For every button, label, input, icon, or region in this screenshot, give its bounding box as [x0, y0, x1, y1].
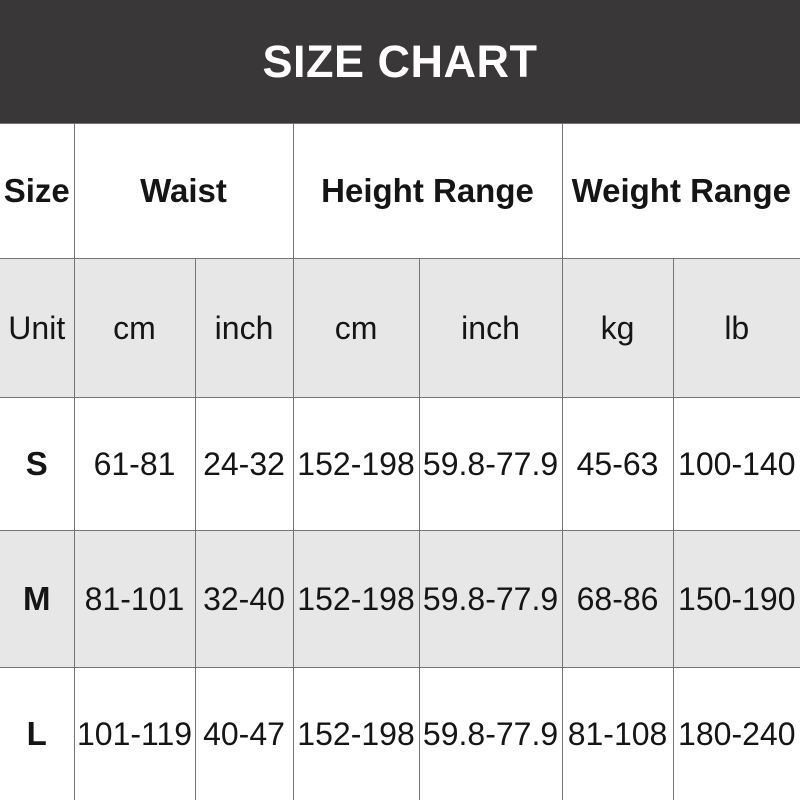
banner-title: SIZE CHART — [262, 35, 538, 87]
header-size: Size — [0, 123, 75, 259]
unit-row: Unit cm inch cm inch kg lb — [0, 258, 800, 398]
cell-m-weight-lb: 150-190 — [672, 530, 800, 668]
cell-l-weight-lb: 180-240 — [672, 667, 800, 800]
cell-l-weight-kg: 81-108 — [561, 667, 674, 800]
cell-l-waist-inch: 40-47 — [194, 667, 294, 800]
cell-s-waist-inch: 24-32 — [194, 397, 294, 531]
cell-s-height-inch: 59.8-77.9 — [418, 397, 563, 531]
cell-m-weight-kg: 68-86 — [561, 530, 674, 668]
header-height-range: Height Range — [292, 123, 563, 259]
unit-weight-kg: kg — [561, 258, 674, 398]
cell-m-waist-inch: 32-40 — [194, 530, 294, 668]
unit-label: Unit — [0, 258, 75, 398]
cell-l-height-inch: 59.8-77.9 — [418, 667, 563, 800]
cell-s-height-cm: 152-198 — [292, 397, 420, 531]
unit-height-cm: cm — [292, 258, 420, 398]
cell-m-waist-cm: 81-101 — [73, 530, 196, 668]
cell-s-waist-cm: 61-81 — [73, 397, 196, 531]
cell-s-weight-kg: 45-63 — [561, 397, 674, 531]
row-s: S 61-81 24-32 152-198 59.8-77.9 45-63 10… — [0, 397, 800, 531]
cell-l-size: L — [0, 667, 75, 800]
cell-l-height-cm: 152-198 — [292, 667, 420, 800]
row-m: M 81-101 32-40 152-198 59.8-77.9 68-86 1… — [0, 530, 800, 668]
cell-s-weight-lb: 100-140 — [672, 397, 800, 531]
row-l: L 101-119 40-47 152-198 59.8-77.9 81-108… — [0, 667, 800, 800]
unit-waist-inch: inch — [194, 258, 294, 398]
cell-l-waist-cm: 101-119 — [73, 667, 196, 800]
cell-m-height-inch: 59.8-77.9 — [418, 530, 563, 668]
unit-weight-lb: lb — [672, 258, 800, 398]
cell-m-size: M — [0, 530, 75, 668]
cell-s-size: S — [0, 397, 75, 531]
header-weight-range: Weight Range — [561, 123, 800, 259]
cell-m-height-cm: 152-198 — [292, 530, 420, 668]
header-row: Size Waist Height Range Weight Range — [0, 123, 800, 259]
size-chart-table: Size Waist Height Range Weight Range Uni… — [0, 123, 800, 800]
unit-height-inch: inch — [418, 258, 563, 398]
header-waist: Waist — [73, 123, 294, 259]
size-chart-banner: SIZE CHART — [0, 0, 800, 123]
unit-waist-cm: cm — [73, 258, 196, 398]
